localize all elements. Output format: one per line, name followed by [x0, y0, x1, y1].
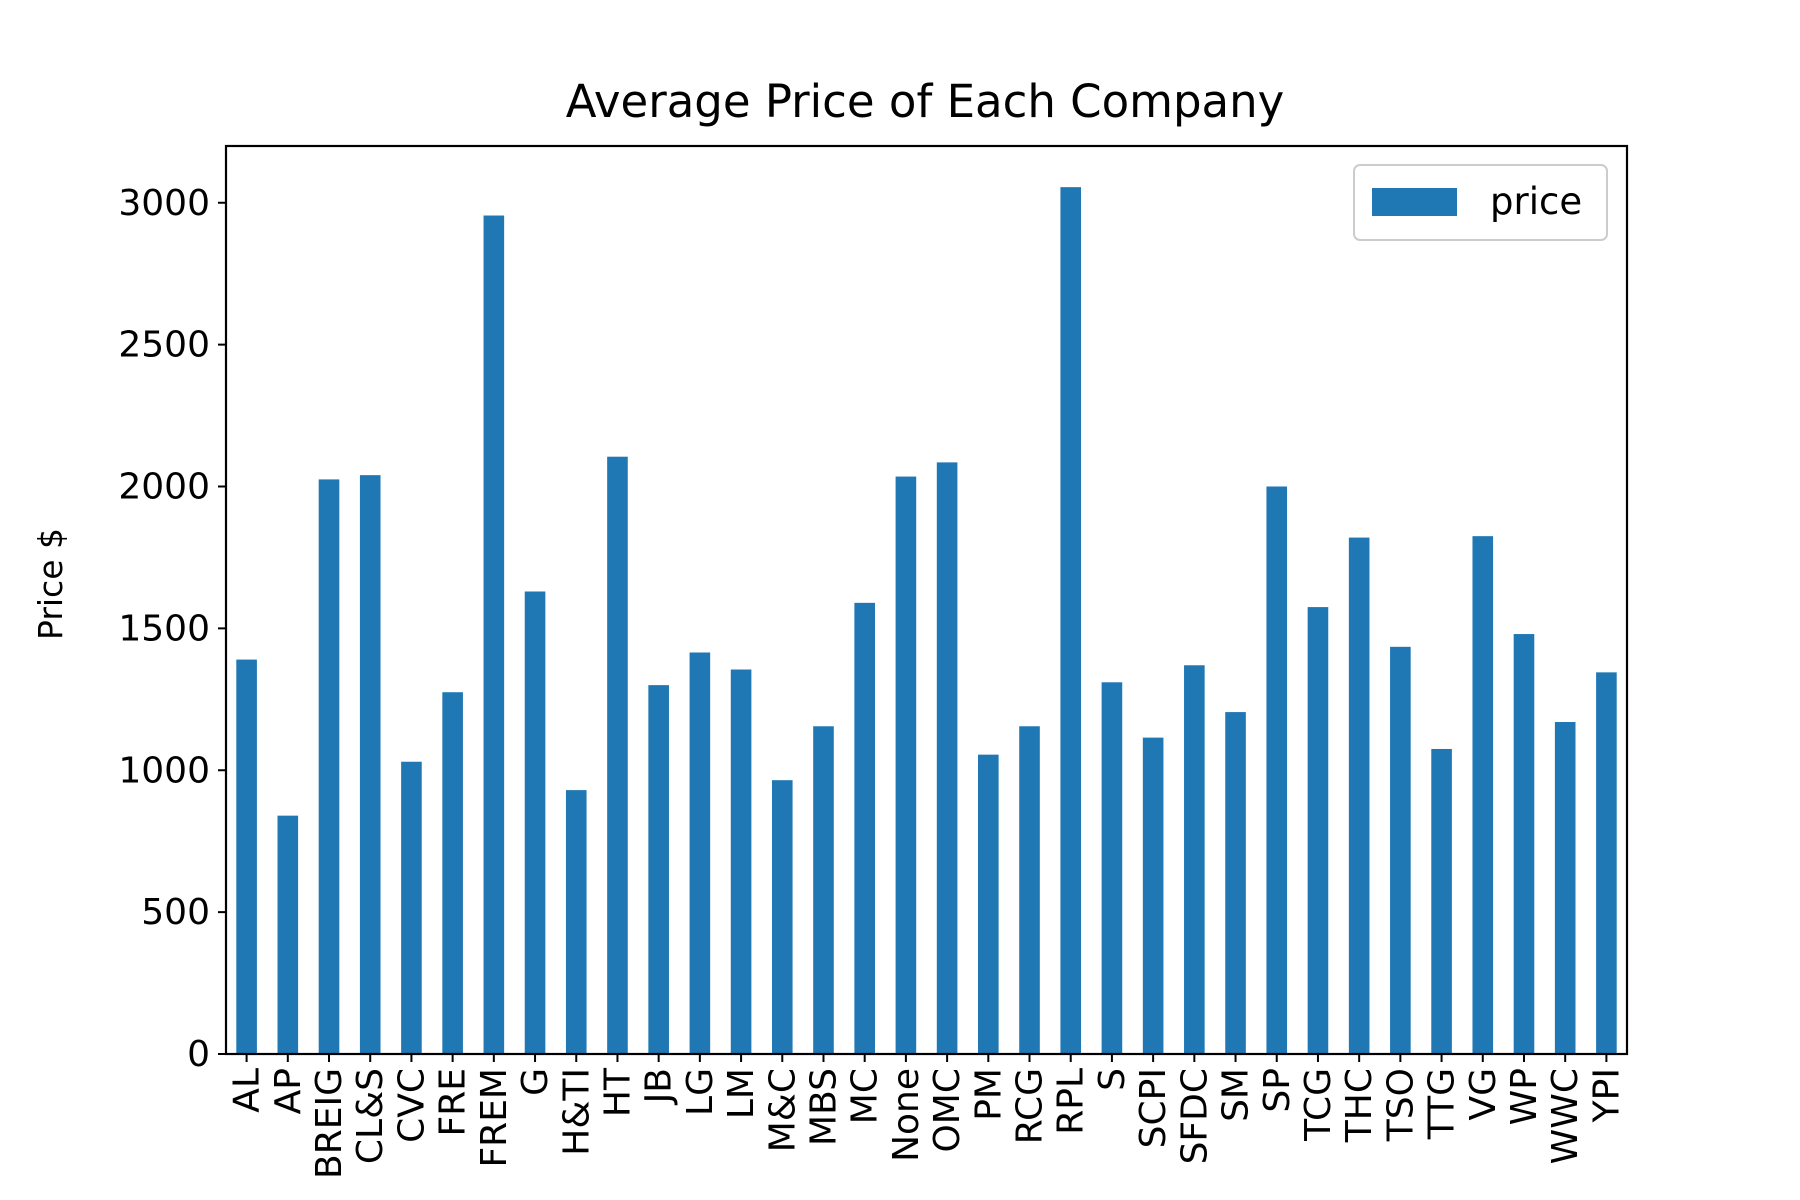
x-tick-label: WP [1504, 1068, 1545, 1125]
bar-ap [277, 815, 299, 1054]
bar-vg [1472, 536, 1494, 1054]
plot-frame [224, 144, 1629, 1056]
x-tick-label: VG [1463, 1068, 1504, 1121]
bar-ypi [1596, 672, 1617, 1054]
x-tick-label: TCG [1298, 1068, 1339, 1142]
bar-h-ti [565, 790, 587, 1054]
y-tick-label: 3000 [118, 183, 210, 224]
bar-tcg [1307, 607, 1329, 1054]
bar-frem [483, 215, 505, 1055]
x-tick-label: TTG [1422, 1068, 1463, 1140]
x-tick-label: LM [721, 1068, 762, 1119]
x-axis: AL AP BREIG CL&S CVC FRE FREM G H&TI HT JB LG LM M&C M… [227, 1054, 1627, 1179]
bar-s [1101, 682, 1123, 1054]
bar-scpi [1142, 737, 1164, 1054]
x-tick-label: WWC [1545, 1068, 1586, 1164]
bar-rpl [1060, 187, 1082, 1055]
y-tick-label: 1000 [118, 750, 210, 791]
y-tick-label: 1500 [118, 608, 210, 649]
x-tick-label: MBS [803, 1068, 844, 1146]
bar-ttg [1431, 748, 1452, 1054]
x-tick-label: SP [1257, 1068, 1298, 1113]
y-tick-label: 500 [141, 892, 210, 933]
x-tick-label: H&TI [556, 1068, 597, 1156]
bar-mbs [813, 726, 834, 1054]
legend-swatch [1372, 188, 1457, 216]
bar-m-c [771, 780, 793, 1054]
x-tick-label: HT [597, 1067, 638, 1117]
bar-tso [1390, 646, 1411, 1054]
bar-cvc [401, 761, 422, 1054]
x-tick-label: AL [227, 1068, 268, 1113]
legend-box [1353, 164, 1608, 241]
y-tick-label: 0 [187, 1034, 210, 1075]
x-tick-label: PM [968, 1068, 1009, 1121]
x-tick-label: None [886, 1068, 927, 1162]
bar-ht [607, 456, 628, 1054]
x-tick-label: OMC [927, 1068, 968, 1153]
x-tick-label: YPI [1586, 1068, 1627, 1123]
y-axis-label: Price $ [31, 528, 70, 640]
x-tick-label: TSO [1380, 1068, 1421, 1142]
bar-breig [318, 479, 340, 1054]
x-tick-label: AP [268, 1068, 309, 1114]
x-tick-label: RPL [1051, 1068, 1092, 1135]
bar-mc [854, 602, 875, 1054]
x-tick-label: RCG [1010, 1068, 1051, 1144]
bar-al [236, 659, 257, 1054]
bar-g [524, 591, 546, 1054]
x-tick-label: MC [845, 1068, 886, 1124]
legend-label: price [1490, 180, 1582, 223]
bar-sm [1225, 712, 1246, 1054]
bars-group [236, 187, 1617, 1055]
bar-sfdc [1184, 665, 1205, 1054]
x-tick-label: THC [1339, 1068, 1380, 1143]
bar-pm [978, 754, 999, 1054]
bar-fre [442, 692, 463, 1054]
bar-omc [936, 462, 958, 1055]
bar-none [895, 476, 917, 1055]
y-tick-label: 2000 [118, 467, 210, 508]
x-tick-label: G [515, 1068, 556, 1096]
x-tick-label: BREIG [309, 1068, 350, 1179]
x-tick-label: CL&S [350, 1068, 391, 1164]
chart-title: Average Price of Each Company [566, 75, 1285, 128]
y-axis: 0 500 1000 1500 2000 2500 3000 [118, 183, 226, 1075]
legend: price [1353, 164, 1608, 241]
y-tick-label: 2500 [118, 325, 210, 366]
bar-thc [1348, 537, 1370, 1054]
bar-lg [689, 652, 711, 1054]
x-tick-label: LG [680, 1068, 721, 1116]
x-tick-label: SCPI [1133, 1068, 1174, 1148]
bar-wp [1513, 634, 1535, 1054]
bar-jb [648, 685, 669, 1054]
x-tick-label: FRE [433, 1068, 474, 1136]
bar-rcg [1019, 726, 1040, 1054]
bar-wwc [1554, 722, 1576, 1054]
x-tick-label: S [1092, 1068, 1133, 1091]
x-tick-label: FREM [474, 1068, 515, 1168]
bar-cl-s [359, 475, 381, 1054]
bar-lm [730, 669, 752, 1054]
x-tick-label: CVC [391, 1068, 432, 1143]
x-tick-label: SM [1216, 1068, 1257, 1122]
x-tick-label: SFDC [1174, 1068, 1215, 1164]
x-tick-label: M&C [762, 1068, 803, 1152]
bar-sp [1266, 486, 1288, 1054]
x-tick-label: JB [639, 1068, 680, 1105]
